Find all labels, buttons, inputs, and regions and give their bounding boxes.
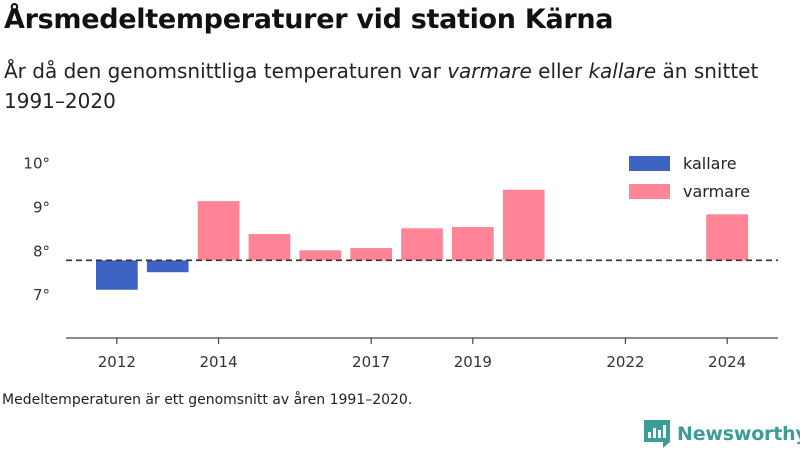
x-tick-label: 2014: [199, 353, 237, 371]
legend-label-varmare: varmare: [683, 182, 750, 201]
x-tick-label: 2022: [606, 353, 644, 371]
bar-kallare-2013: [146, 260, 189, 273]
x-tick-label: 2019: [454, 353, 492, 371]
bar-kallare-2012: [96, 260, 138, 290]
y-tick-label: 7°: [33, 286, 50, 304]
newsworthy-wordmark: Newsworthy: [677, 423, 800, 445]
subtitle-part-2: eller: [531, 59, 589, 83]
x-tick-label: 2017: [352, 353, 390, 371]
newsworthy-logo: Newsworthy: [644, 420, 800, 448]
bar-varmare-2014: [197, 201, 240, 261]
chart-title: Årsmedeltemperaturer vid station Kärna: [4, 4, 614, 35]
subtitle-part-1: År då den genomsnittliga temperaturen va…: [4, 59, 448, 83]
bar-varmare-2015: [248, 234, 291, 261]
y-tick-label: 9°: [33, 198, 50, 216]
bar-varmare-2024: [706, 214, 748, 261]
bar-chart: 7° 8° 9° 10° 2012 2014 2017 2019 2022 2024 kallare…: [23, 154, 778, 371]
legend-label-kallare: kallare: [683, 154, 737, 173]
bar-varmare-2016: [299, 250, 342, 261]
subtitle-part-3: än snittet 1991–2020: [4, 59, 759, 113]
legend-swatch-kallare: [629, 156, 670, 171]
legend-swatch-varmare: [629, 184, 670, 199]
bar-varmare-2017: [350, 248, 392, 261]
y-tick-label: 8°: [33, 242, 50, 260]
x-tick-label: 2012: [98, 353, 136, 371]
chart-subtitle: År då den genomsnittliga temperaturen va…: [4, 56, 784, 116]
y-tick-label: 10°: [23, 155, 50, 173]
footnote: Medeltemperaturen är ett genomsnitt av å…: [2, 392, 413, 408]
x-tick-label: 2024: [708, 353, 746, 371]
bar-varmare-2018: [401, 228, 443, 261]
subtitle-warm-word: varmare: [447, 59, 532, 83]
bar-varmare-2019: [452, 227, 494, 261]
subtitle-cold-word: kallare: [588, 59, 657, 83]
bar-varmare-2020: [502, 189, 545, 261]
newsworthy-logo-icon: [644, 420, 670, 448]
